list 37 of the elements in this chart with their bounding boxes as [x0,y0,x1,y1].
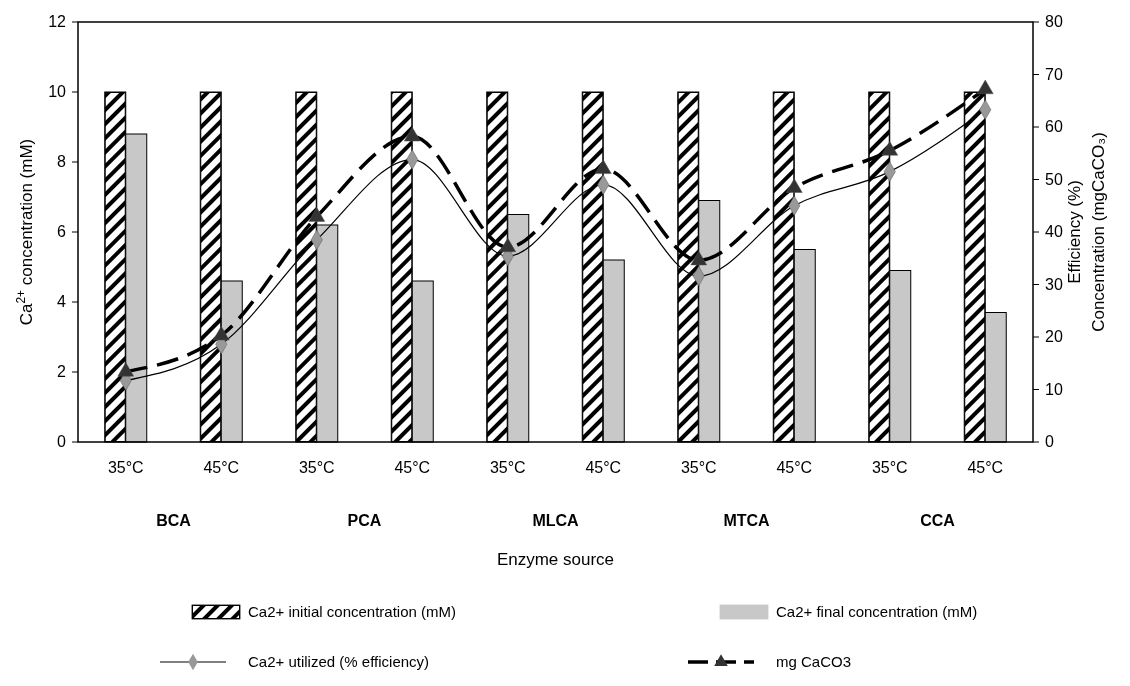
x-tick-label: 45°C [394,459,431,476]
y2-tick-label: 40 [1045,223,1063,240]
x-tick-label: 35°C [298,459,335,476]
x-tick-label: 45°C [203,459,240,476]
y-tick-label: 10 [48,83,67,100]
y2-tick-label: 60 [1045,118,1063,135]
x-tick-label: 45°C [776,459,813,476]
text: MLCA [532,512,580,529]
y2-tick-label: 70 [1045,65,1063,83]
x-tick-label: 35°C [680,459,717,476]
text: CCA [920,512,956,529]
y-tick-label: 2 [57,363,67,380]
legend-label: Ca2+ final concentration (mM) [776,603,978,620]
y2-tick-label: 0 [1045,433,1054,450]
text: PCA [347,512,382,529]
x-tick-label: 35°C [489,459,526,476]
text: BCA [156,512,192,529]
y2-tick-label: 20 [1045,328,1063,345]
x-tick-label: 45°C [967,459,1004,476]
y2-tick-label: 30 [1045,275,1063,293]
y-tick-label: 6 [57,223,67,240]
y2-axis-title: Efficiency (%) Concentration (mgCaCO₃) [1065,132,1108,332]
y-tick-label: 8 [57,153,67,170]
x-tick-label: 35°C [871,459,908,476]
text: MTCA [723,512,771,529]
y-tick-label: 0 [57,433,67,450]
legend-label: Ca2+ initial concentration (mM) [248,603,457,620]
y2-tick-label: 80 [1045,13,1063,30]
legend-label: mg CaCO3 [776,653,852,670]
legend-label: Ca2+ utilized (% efficiency) [248,653,430,670]
y2-tick-label: 50 [1045,170,1063,188]
y-tick-label: 4 [57,293,67,310]
x-tick-label: 35°C [107,459,144,476]
x-tick-label: 45°C [585,459,622,476]
y2-tick-label: 10 [1045,380,1063,398]
y-tick-label: 12 [48,13,67,30]
x-axis-title: Enzyme source [496,550,615,569]
